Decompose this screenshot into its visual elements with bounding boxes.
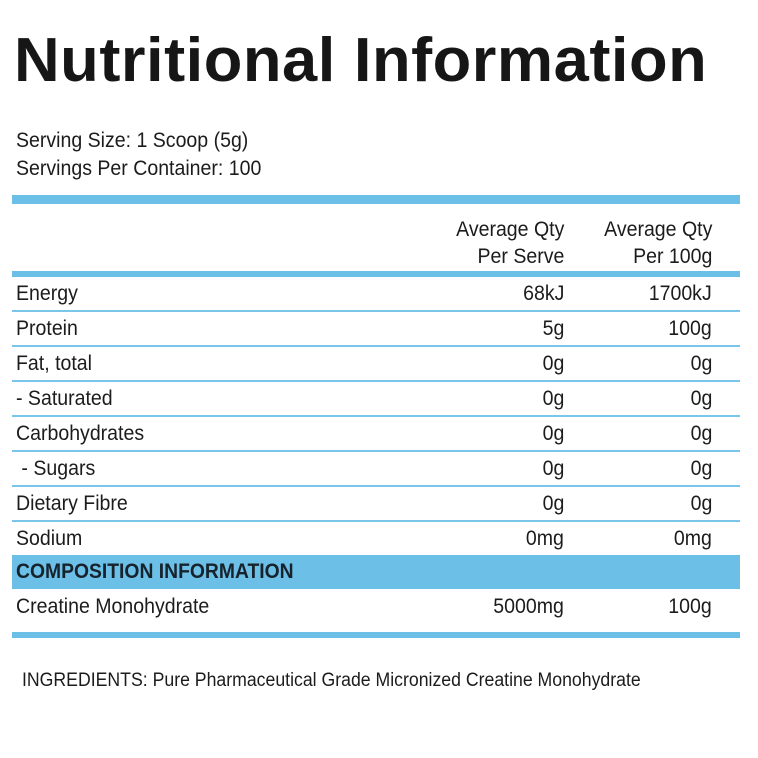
row-divider xyxy=(12,380,740,382)
row-divider xyxy=(12,310,740,312)
row-divider xyxy=(12,415,740,417)
per-100g-value: 0g xyxy=(690,422,712,445)
nutrient-label: - Sugars xyxy=(16,457,96,480)
per-serve-value: 0g xyxy=(542,387,564,410)
nutrient-label: Fat, total xyxy=(16,352,92,375)
per-100g-value: 1700kJ xyxy=(649,282,712,305)
page-title: Nutritional Information xyxy=(14,26,708,95)
per-serve-value: 0g xyxy=(542,457,564,480)
table-header-row: Average Qty Per Serve Average Qty Per 10… xyxy=(12,204,740,271)
nutrient-label: Protein xyxy=(16,317,78,340)
table-row: Sodium 0mg 0mg xyxy=(12,522,740,555)
per-serve-value: 68kJ xyxy=(522,282,564,305)
column-header-line: Per Serve xyxy=(477,245,564,268)
per-serve-value: 0g xyxy=(542,422,564,445)
column-header-per-serve: Average Qty Per Serve xyxy=(456,216,564,270)
composition-header-label: COMPOSITION INFORMATION xyxy=(16,560,294,583)
nutrient-label: Dietary Fibre xyxy=(16,492,128,515)
table-row: - Saturated 0g 0g xyxy=(12,382,740,415)
column-header-line: Average Qty xyxy=(603,218,712,241)
per-100g-value: 0g xyxy=(690,457,712,480)
nutrition-table: Average Qty Per Serve Average Qty Per 10… xyxy=(12,195,740,638)
per-serve-value: 0g xyxy=(542,492,564,515)
row-divider xyxy=(12,520,740,522)
table-row: Protein 5g 100g xyxy=(12,312,740,345)
column-header-line: Per 100g xyxy=(632,245,712,268)
nutrient-label: Carbohydrates xyxy=(16,422,145,445)
serving-size: Serving Size: 1 Scoop (5g) xyxy=(16,129,249,152)
per-100g-value: 0g xyxy=(690,352,712,375)
table-row: Fat, total 0g 0g xyxy=(12,347,740,380)
row-divider xyxy=(12,345,740,347)
table-bottom-divider xyxy=(12,632,740,638)
composition-header: COMPOSITION INFORMATION xyxy=(12,555,740,589)
nutrient-label: - Saturated xyxy=(16,387,113,410)
per-100g-value: 0mg xyxy=(674,527,712,550)
per-100g-value: 0g xyxy=(690,387,712,410)
nutrient-label: Energy xyxy=(16,282,78,305)
row-divider xyxy=(12,450,740,452)
per-100g-value: 100g xyxy=(668,595,712,618)
per-serve-value: 0mg xyxy=(526,527,564,550)
per-100g-value: 100g xyxy=(668,317,712,340)
servings-per-container: Servings Per Container: 100 xyxy=(16,157,262,180)
column-header-line: Average Qty xyxy=(455,218,564,241)
table-row: Dietary Fibre 0g 0g xyxy=(12,487,740,520)
ingredients-text: INGREDIENTS: Pure Pharmaceutical Grade M… xyxy=(22,670,641,691)
per-100g-value: 0g xyxy=(690,492,712,515)
per-serve-value: 5000mg xyxy=(493,595,564,618)
header-divider xyxy=(12,271,740,277)
table-row: Energy 68kJ 1700kJ xyxy=(12,277,740,310)
column-header-per-100g: Average Qty Per 100g xyxy=(604,216,712,270)
row-divider xyxy=(12,485,740,487)
composition-row: Creatine Monohydrate 5000mg 100g xyxy=(12,589,740,632)
table-row: Carbohydrates 0g 0g xyxy=(12,417,740,450)
composition-label: Creatine Monohydrate xyxy=(16,595,210,618)
per-serve-value: 0g xyxy=(542,352,564,375)
nutrient-label: Sodium xyxy=(16,527,83,550)
table-row: - Sugars 0g 0g xyxy=(12,452,740,485)
per-serve-value: 5g xyxy=(542,317,564,340)
table-top-divider xyxy=(12,195,740,204)
